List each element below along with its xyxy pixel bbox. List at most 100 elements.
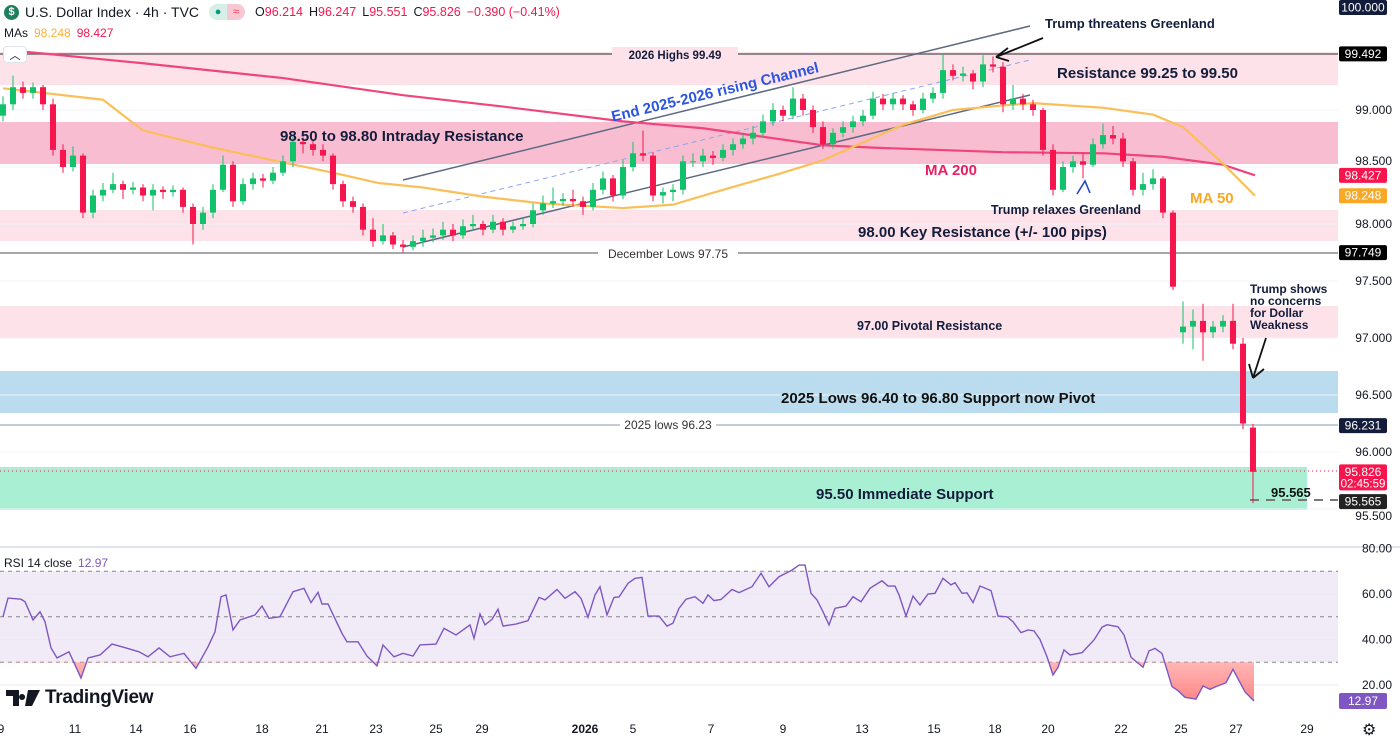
candle — [860, 110, 866, 126]
candle-body — [310, 144, 316, 150]
market-status[interactable]: ● ≈ — [209, 4, 246, 20]
candle-body — [740, 138, 746, 145]
candle-body — [150, 189, 156, 196]
price-tick: 98.500 — [1355, 154, 1392, 168]
candle — [1110, 125, 1116, 145]
price-axis-bg — [1338, 0, 1400, 547]
caret-relaxes — [1076, 179, 1091, 195]
time-tick: 29 — [1300, 722, 1314, 736]
candle-body — [1200, 320, 1206, 333]
ma50-value: 98.248 — [34, 26, 71, 40]
zone-intraday-resistance — [0, 122, 1338, 164]
candle — [40, 84, 46, 110]
candle-body — [1190, 320, 1196, 327]
candle-body — [1100, 135, 1106, 145]
candle — [840, 121, 846, 138]
candle-body — [1150, 178, 1156, 185]
candle-body — [1180, 326, 1186, 333]
rsi-tick: 80.00 — [1362, 542, 1392, 556]
price-axis[interactable]: 99.000 98.500 98.000 97.500 97.000 96.500 96.0… — [1338, 0, 1400, 547]
label-resistance-top: Resistance 99.25 to 99.50 — [1057, 65, 1238, 82]
candle-body — [180, 189, 186, 207]
candle — [1160, 176, 1166, 219]
candle — [1010, 84, 1016, 110]
candle-body — [120, 184, 126, 190]
candle — [480, 220, 486, 236]
label-key-resistance: 98.00 Key Resistance (+/- 100 pips) — [858, 224, 1107, 241]
ma-legend[interactable]: MAs 98.248 98.427 — [4, 26, 114, 40]
candle — [750, 125, 756, 145]
time-axis[interactable]: 9 11 14 16 18 21 23 25 29 2026 5 7 9 13 15 18 20 22 25 27 29 — [0, 722, 1314, 736]
candle-body — [900, 98, 906, 105]
candle — [180, 187, 186, 213]
candle-body — [800, 98, 806, 110]
candle — [1100, 123, 1106, 149]
time-tick: 18 — [988, 722, 1002, 736]
candle — [540, 195, 546, 215]
label-pivotal: 97.00 Pivotal Resistance — [857, 319, 1002, 333]
label-2026-highs: 2026 Highs 99.49 — [629, 50, 722, 62]
candle-body — [1160, 178, 1166, 213]
candle-body — [970, 73, 976, 82]
collapse-legend-button[interactable]: ︿ — [3, 46, 27, 63]
zone-immediate-support — [0, 467, 1307, 510]
tradingview-logo[interactable]: TradingView — [6, 687, 154, 709]
rsi-legend[interactable]: RSI 14 close 12.97 — [4, 556, 109, 570]
candle — [980, 55, 986, 88]
candle-body — [80, 155, 86, 213]
candle-body — [980, 64, 986, 82]
symbol-title[interactable]: U.S. Dollar Index · 4h · TVC — [25, 4, 200, 20]
time-tick: 5 — [630, 722, 637, 736]
candle-body — [790, 98, 796, 116]
rsi-value-badge-label: 12.97 — [1348, 694, 1378, 708]
candle — [30, 82, 36, 99]
chevron-up-icon: ︿ — [9, 49, 21, 62]
candle — [570, 189, 576, 207]
candle — [1050, 144, 1056, 196]
candle — [930, 87, 936, 104]
candle-body — [690, 161, 696, 163]
label-december-lows: December Lows 97.75 — [608, 247, 728, 261]
candle-body — [600, 178, 606, 190]
candle-body — [260, 178, 266, 181]
candle-body — [70, 155, 76, 167]
candle-body — [640, 153, 646, 156]
candle-body — [210, 189, 216, 213]
zone-key-resistance — [0, 210, 1338, 241]
time-tick: 23 — [369, 722, 383, 736]
settings-gear-icon[interactable]: ⚙ — [1362, 722, 1377, 739]
candle-body — [1170, 212, 1176, 287]
label-low-value: 95.565 — [1271, 485, 1311, 500]
candle — [1040, 107, 1046, 156]
candle-body — [680, 161, 686, 190]
candle-body — [770, 110, 776, 122]
candle — [250, 172, 256, 190]
candle-body — [130, 187, 136, 190]
candle — [400, 239, 406, 253]
candle — [330, 153, 336, 190]
candle — [810, 105, 816, 133]
candle — [600, 171, 606, 195]
price-tick: 98.000 — [1355, 217, 1392, 231]
candle-body — [720, 149, 726, 158]
rsi-axis[interactable]: 80.00 60.00 40.00 20.00 12.97 — [1339, 542, 1392, 709]
candle-body — [360, 206, 366, 230]
time-tick: 13 — [855, 722, 869, 736]
candle — [0, 96, 6, 122]
candle — [990, 56, 996, 73]
ma50-line — [2, 87, 1256, 210]
candle-body — [1060, 167, 1066, 190]
time-tick: 25 — [1174, 722, 1188, 736]
candle-body — [490, 221, 496, 230]
candle — [140, 184, 146, 202]
candle-body — [1250, 427, 1256, 472]
candles — [0, 54, 1256, 504]
candle — [510, 221, 516, 234]
price-badge-label: 100.000 — [1341, 1, 1385, 15]
rsi-line — [2, 564, 1255, 702]
candle — [150, 184, 156, 211]
candle-body — [1050, 149, 1056, 190]
candle — [640, 130, 646, 162]
price-badge-label: 95.565 — [1345, 495, 1382, 509]
